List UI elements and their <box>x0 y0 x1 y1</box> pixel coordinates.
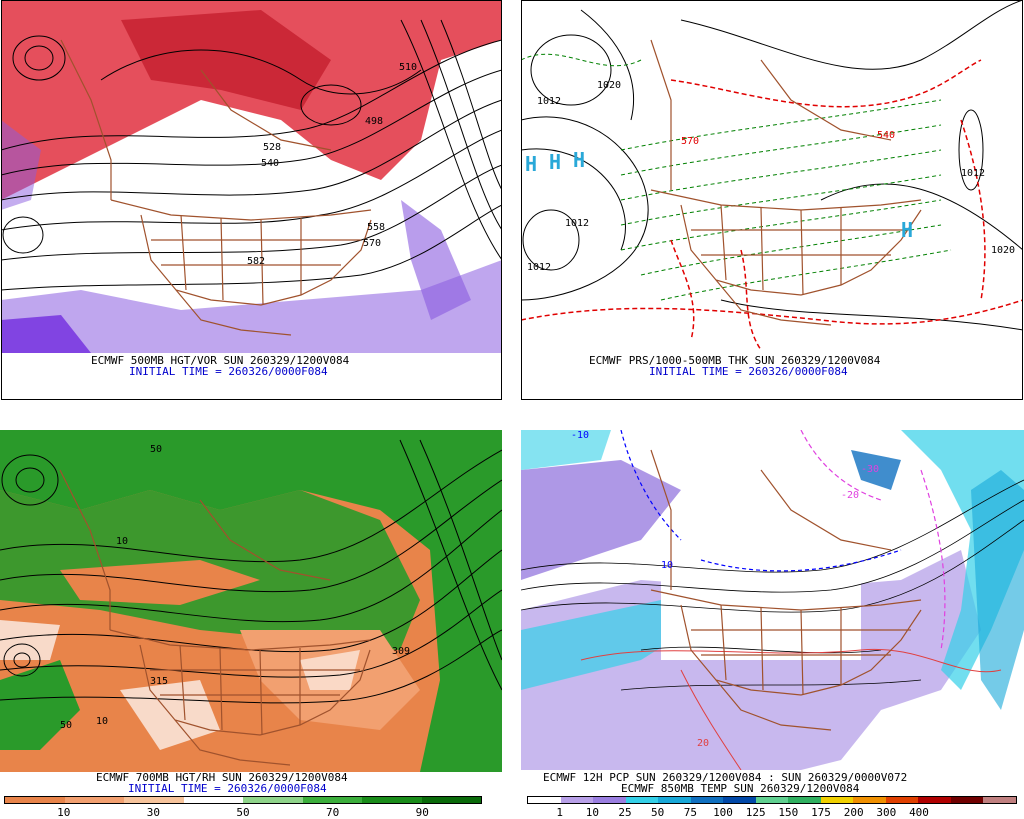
colorbar-tick-label: 400 <box>909 806 929 819</box>
colorbar-swatch <box>853 797 886 803</box>
initial-time: INITIAL TIME = 260326/0000F084 <box>128 782 327 795</box>
contour-label: 10 <box>116 536 129 547</box>
colorbar-swatch <box>788 797 821 803</box>
contour-label: 570 <box>363 238 382 249</box>
high-pressure-mark: H <box>549 150 562 174</box>
colorbar-tick-label: 300 <box>876 806 897 819</box>
colorbar-swatch <box>625 797 659 803</box>
colorbar-swatch <box>64 797 124 803</box>
colorbar-tick-label: 125 <box>745 806 766 819</box>
colorbar-swatch <box>421 797 481 803</box>
panel-title: ECMWF PRS/1000-500MB THK SUN 260329/1200… <box>589 354 881 367</box>
contour-label: 510 <box>399 62 418 73</box>
colorbar-swatch <box>983 797 1016 803</box>
contour-label: -20 <box>841 490 860 501</box>
colorbar-swatch <box>820 797 854 803</box>
colorbar-tick-label: 1 <box>556 806 563 819</box>
map-500mb-vorticity <box>1 0 502 353</box>
contour-label: 1012 <box>527 262 552 273</box>
contour-label: 540 <box>877 130 896 141</box>
precip-colorbar <box>527 796 1017 804</box>
colorbar-swatch <box>885 797 919 803</box>
colorbar-tick-label: 50 <box>236 806 250 819</box>
colorbar-tick-label: 75 <box>683 806 697 819</box>
contour-label: 20 <box>697 738 710 749</box>
initial-time: INITIAL TIME = 260326/0000F084 <box>129 365 328 378</box>
panel-title: ECMWF 500MB HGT/VOR SUN 260329/1200V084 <box>91 354 350 367</box>
panel-700mb-rh: 50 10 309 315 50 10 ECMWF 700MB HGT/RH S… <box>0 430 502 819</box>
colorbar-tick-label: 100 <box>713 806 733 819</box>
contour-label: 558 <box>367 222 386 233</box>
colorbar-swatch <box>124 797 184 803</box>
high-pressure-mark: H <box>525 152 538 176</box>
colorbar-swatch <box>302 797 362 803</box>
colorbar-swatch <box>950 797 984 803</box>
contour-label: 1020 <box>597 80 622 91</box>
high-pressure-mark: H <box>901 218 914 242</box>
contour-label: 582 <box>247 256 266 267</box>
panel-subtitle: ECMWF 850MB TEMP SUN 260329/1200V084 <box>621 782 860 795</box>
colorbar-tick-label: 30 <box>146 806 160 819</box>
contour-label: 498 <box>365 116 384 127</box>
panel-precip-850temp: -10 -30 -20 10 20 ECMWF 12H PCP SUN 2603… <box>521 430 1024 819</box>
colorbar-tick-label: 200 <box>843 806 864 819</box>
colorbar-swatch <box>755 797 789 803</box>
colorbar-swatch <box>362 797 422 803</box>
colorbar-swatch <box>918 797 951 803</box>
panel-mslp-thickness: 1012 1020 1012 1012 1012 1020 540 570 H … <box>521 0 1023 400</box>
panel-500mb-vorticity: 528 540 558 570 582 498 510 ECMWF 500MB … <box>1 0 502 400</box>
colorbar-tick-label: 10 <box>57 806 71 819</box>
contour-label: 540 <box>261 158 280 169</box>
rh-colorbar-labels: 10 30 50 70 90 <box>4 807 482 818</box>
colorbar-swatch <box>560 797 594 803</box>
colorbar-tick-label: 10 <box>585 806 599 819</box>
contour-label: 528 <box>263 142 282 153</box>
contour-label: -10 <box>571 430 590 441</box>
map-700mb-rh <box>0 430 502 772</box>
precip-colorbar-labels: 1 10 25 50 75 100 125 150 175 200 300 400 <box>527 807 1017 818</box>
colorbar-swatch <box>183 797 243 803</box>
colorbar-swatch <box>243 797 303 803</box>
map-mslp-thickness <box>521 0 1023 351</box>
colorbar-tick-label: 150 <box>778 806 799 819</box>
contour-label: 315 <box>150 676 169 687</box>
colorbar-swatch <box>658 797 691 803</box>
colorbar-tick-label: 70 <box>326 806 340 819</box>
contour-label: 1012 <box>961 168 986 179</box>
initial-time: INITIAL TIME = 260326/0000F084 <box>649 365 848 378</box>
contour-label: 1012 <box>565 218 590 229</box>
contour-label: 309 <box>392 646 411 657</box>
high-pressure-mark: H <box>573 148 586 172</box>
panel-title: ECMWF 700MB HGT/RH SUN 260329/1200V084 <box>96 771 348 784</box>
colorbar-swatch <box>690 797 724 803</box>
colorbar-tick-label: 25 <box>618 806 632 819</box>
panel-title: ECMWF 12H PCP SUN 260329/1200V084 : SUN … <box>543 771 908 784</box>
colorbar-swatch <box>723 797 756 803</box>
contour-label: 10 <box>661 560 674 571</box>
colorbar-swatch <box>528 797 561 803</box>
colorbar-tick-label: 90 <box>415 806 429 819</box>
colorbar-swatch <box>593 797 626 803</box>
contour-label: 50 <box>60 720 73 731</box>
rh-colorbar <box>4 796 482 804</box>
contour-label: 50 <box>150 444 163 455</box>
colorbar-swatch <box>5 797 65 803</box>
colorbar-tick-label: 50 <box>651 806 665 819</box>
map-precip-850temp <box>521 430 1024 770</box>
contour-label: 1020 <box>991 245 1016 256</box>
colorbar-tick-label: 175 <box>811 806 831 819</box>
contour-label: 570 <box>681 136 700 147</box>
contour-label: 10 <box>96 716 109 727</box>
contour-label: 1012 <box>537 96 562 107</box>
contour-label: -30 <box>861 464 880 475</box>
